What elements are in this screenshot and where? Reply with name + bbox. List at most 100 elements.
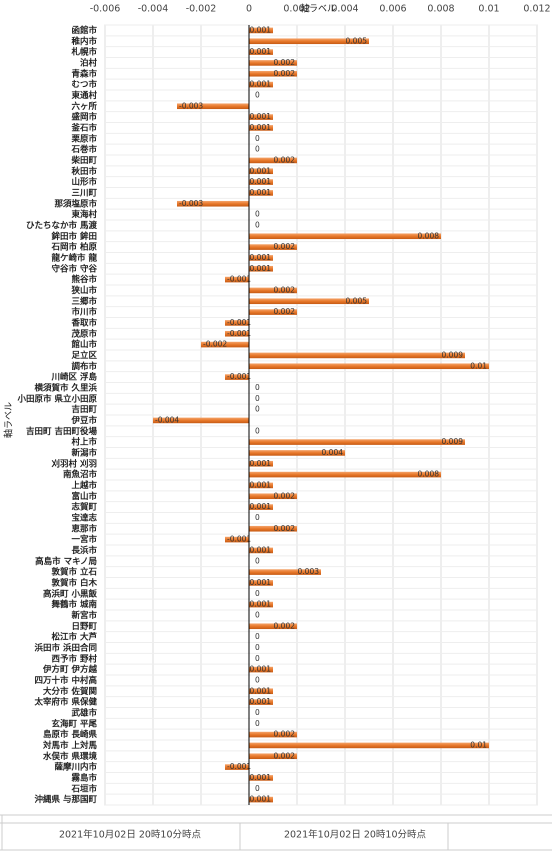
bar bbox=[249, 298, 369, 305]
bar bbox=[249, 753, 297, 760]
bar bbox=[225, 536, 249, 543]
y-tick-label: 札幌市 bbox=[70, 47, 97, 58]
data-label: 0.001 bbox=[250, 25, 272, 34]
bar bbox=[249, 504, 273, 510]
y-tick-label: 香取市 bbox=[70, 317, 97, 328]
y-tick-label: 新潟市 bbox=[71, 447, 97, 458]
bar bbox=[249, 38, 369, 45]
data-label: 0.003 bbox=[298, 567, 320, 576]
y-tick-label: 守谷市 守谷 bbox=[52, 263, 98, 274]
bar bbox=[225, 276, 249, 283]
y-tick-label: 那須塩原市 bbox=[54, 198, 97, 209]
bar bbox=[249, 450, 345, 456]
y-tick-label: 山形市 bbox=[71, 177, 97, 188]
x-tick-label: 0.004 bbox=[331, 4, 358, 15]
bar bbox=[153, 417, 249, 424]
data-label: 0.001 bbox=[250, 166, 272, 175]
y-tick-label: 対馬市 上対馬 bbox=[42, 740, 97, 751]
y-tick-label: 三川町 bbox=[71, 188, 97, 198]
bar bbox=[249, 580, 273, 586]
bar bbox=[249, 190, 273, 196]
data-label: 0 bbox=[255, 383, 260, 392]
bar bbox=[249, 623, 297, 630]
data-label: -0.001 bbox=[227, 318, 251, 327]
data-label: 0.001 bbox=[250, 264, 272, 273]
footer-label: 2021年10月02日 20時10分時点 bbox=[59, 829, 202, 841]
bar bbox=[249, 265, 273, 272]
y-tick-label: 石巻市 bbox=[70, 144, 97, 155]
data-label: 0.001 bbox=[250, 600, 272, 609]
y-tick-label: 新宮市 bbox=[71, 610, 97, 621]
bar bbox=[249, 179, 273, 185]
data-label: 0.002 bbox=[274, 155, 296, 164]
y-tick-label: 館山市 bbox=[70, 339, 97, 350]
data-label: 0 bbox=[255, 556, 260, 565]
bar bbox=[249, 244, 297, 250]
bar bbox=[249, 525, 297, 532]
bar bbox=[225, 320, 249, 326]
x-tick-label: -0.004 bbox=[138, 4, 169, 15]
data-label: 0.001 bbox=[250, 697, 272, 706]
y-tick-label: 舞鶴市 城南 bbox=[51, 599, 98, 610]
y-tick-label: むつ市 bbox=[71, 79, 97, 90]
y-tick-label: 盛岡市 bbox=[71, 112, 97, 123]
bar bbox=[249, 493, 297, 500]
data-label: 0.005 bbox=[346, 36, 368, 45]
data-label: 0.008 bbox=[418, 231, 440, 240]
y-tick-label: 六ヶ所 bbox=[71, 101, 97, 112]
data-label: 0.001 bbox=[250, 773, 272, 782]
data-label: 0 bbox=[255, 220, 260, 229]
data-label: 0.004 bbox=[322, 448, 344, 457]
y-tick-label: 長浜市 bbox=[71, 545, 97, 556]
data-label: 0.002 bbox=[274, 242, 296, 251]
y-tick-label: 石垣市 bbox=[70, 783, 97, 794]
y-tick-label: 南魚沼市 bbox=[63, 469, 98, 480]
bar bbox=[249, 775, 273, 781]
x-tick-label: 0 bbox=[246, 4, 252, 15]
y-tick-label: 水俣市 県環境 bbox=[42, 751, 97, 762]
y-tick-label: 日野町 bbox=[71, 622, 97, 632]
bar bbox=[201, 341, 249, 348]
bar bbox=[177, 103, 249, 110]
y-tick-label: 吉田町 bbox=[71, 404, 97, 415]
y-tick-label: 富山市 bbox=[71, 491, 97, 502]
data-label: 0.002 bbox=[274, 524, 296, 533]
bar bbox=[177, 200, 249, 207]
x-tick-label: 0.002 bbox=[283, 4, 310, 15]
bar bbox=[249, 125, 273, 131]
data-label: 0.001 bbox=[250, 253, 272, 262]
y-tick-label: 上越市 bbox=[71, 480, 97, 491]
y-tick-label: 玄海町 平尾 bbox=[52, 718, 98, 729]
y-tick-label: 島原市 長崎県 bbox=[43, 729, 97, 740]
data-label: 0 bbox=[255, 675, 260, 684]
data-label: 0.001 bbox=[250, 545, 272, 554]
bar bbox=[249, 60, 297, 66]
data-label: 0 bbox=[255, 610, 260, 619]
data-label: 0 bbox=[255, 145, 260, 154]
data-label: -0.001 bbox=[227, 535, 251, 544]
bar bbox=[249, 699, 273, 705]
y-tick-label: 柴田町 bbox=[70, 155, 97, 166]
y-tick-label: 青森市 bbox=[71, 68, 97, 79]
bar bbox=[249, 363, 489, 370]
y-tick-label: 恵那市 bbox=[71, 523, 97, 534]
data-label: -0.001 bbox=[227, 762, 251, 771]
bar bbox=[249, 471, 441, 478]
data-label: 0.001 bbox=[250, 502, 272, 511]
data-label: 0.001 bbox=[250, 80, 272, 89]
y-tick-label: 高島市 マキノ局 bbox=[35, 556, 97, 567]
data-label: 0.001 bbox=[250, 578, 272, 587]
bar bbox=[225, 330, 249, 337]
data-label: -0.003 bbox=[179, 101, 203, 110]
footer-label: 2021年10月02日 20時10分時点 bbox=[284, 829, 427, 841]
bar bbox=[249, 742, 489, 749]
bar bbox=[249, 49, 273, 55]
y-tick-label: 石岡市 柏原 bbox=[51, 242, 98, 253]
y-tick-label: 西予市 野村 bbox=[52, 653, 98, 664]
y-tick-label: 熊谷市 bbox=[71, 274, 97, 285]
data-label: 0.01 bbox=[470, 361, 487, 370]
bar bbox=[249, 352, 465, 359]
bar bbox=[249, 460, 273, 467]
y-tick-label: 太宰府市 県保健 bbox=[34, 697, 98, 708]
y-tick-label: 横須賀市 久里浜 bbox=[34, 382, 98, 393]
